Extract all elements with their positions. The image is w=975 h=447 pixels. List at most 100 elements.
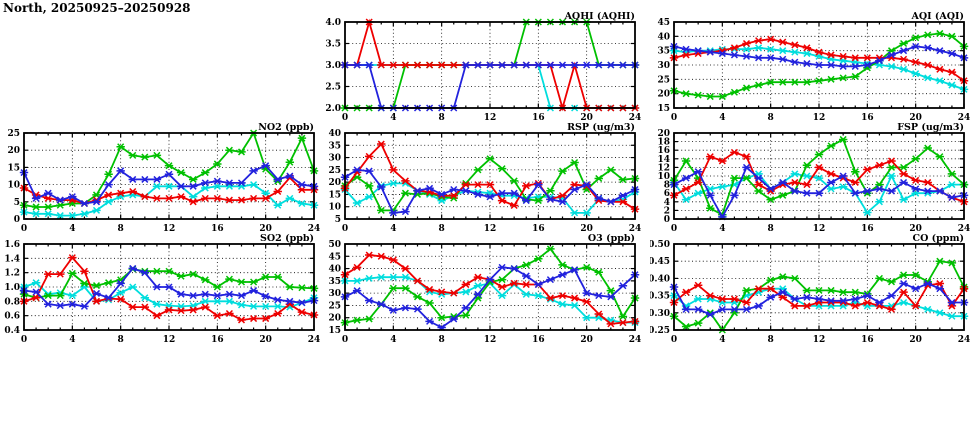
series-red <box>340 251 640 328</box>
y-tick-label: 40 <box>328 265 341 275</box>
x-tick-label: 24 <box>958 335 971 345</box>
gridlines <box>345 133 635 219</box>
x-tick-label: 24 <box>308 224 321 234</box>
x-tick-label: 20 <box>580 335 593 345</box>
axis-labels: 15 20 25 30 35 40 45 50 0 4 8 12 16 20 24 <box>328 240 641 345</box>
y-tick-label: 0.50 <box>650 240 670 250</box>
chart-title: AQI (AQI) <box>911 11 964 22</box>
x-tick-label: 16 <box>861 224 874 234</box>
y-tick-label: 20 <box>328 178 341 188</box>
x-tick-label: 16 <box>532 335 545 345</box>
x-tick-label: 20 <box>909 224 922 234</box>
y-tick-label: 15 <box>7 163 20 173</box>
axis-labels: 0.25 0.30 0.35 0.40 0.45 0.50 0 4 8 12 16 20 24 <box>650 240 970 345</box>
plot-frame <box>23 243 315 331</box>
x-tick-label: 20 <box>909 113 922 123</box>
x-tick-label: 4 <box>390 224 396 234</box>
axis-labels: 0.4 0.6 0.8 1.0 1.2 1.4 1.6 0 4 8 12 16 20 24 <box>4 240 320 345</box>
x-tick-label: 16 <box>211 335 224 345</box>
chart-title: NO2 (ppb) <box>258 122 314 133</box>
chart-so2: 0.4 0.6 0.8 1.0 1.2 1.4 1.6 0 4 8 12 16 20 24 SO2 (ppb… <box>0 232 322 346</box>
series-blue <box>19 264 319 310</box>
series-red <box>669 280 969 313</box>
y-tick-label: 8 <box>664 181 670 191</box>
y-tick-label: 4 <box>664 198 670 208</box>
series-blue <box>669 280 969 319</box>
series-red-markers <box>340 251 640 328</box>
y-tick-label: 20 <box>657 90 670 100</box>
gridlines <box>24 133 314 219</box>
x-tick-label: 16 <box>861 113 874 123</box>
y-tick-label: 3.0 <box>325 61 341 71</box>
chart-title: CO (ppm) <box>913 233 964 244</box>
y-tick-label: 0.8 <box>4 297 20 307</box>
y-tick-label: 25 <box>328 166 341 176</box>
y-tick-label: 1.0 <box>4 283 20 293</box>
x-tick-label: 12 <box>813 113 826 123</box>
x-tick-label: 4 <box>390 335 396 345</box>
series-cyan <box>19 279 319 311</box>
axis-labels: 15 20 25 30 35 40 45 0 4 8 12 16 20 24 <box>657 18 970 123</box>
gridlines <box>674 133 964 219</box>
x-tick-label: 4 <box>719 113 725 123</box>
x-tick-label: 12 <box>484 335 497 345</box>
x-tick-label: 0 <box>671 113 677 123</box>
y-tick-label: 10 <box>328 203 341 213</box>
axis-labels: 2.0 2.5 3.0 3.5 4.0 0 4 8 12 16 20 24 <box>325 18 641 123</box>
y-tick-label: 14 <box>657 155 670 165</box>
y-tick-label: 5 <box>335 215 341 225</box>
axis-labels: 5 10 15 20 25 30 35 40 0 4 8 12 16 20 24 <box>328 129 641 234</box>
axis-ticks <box>23 132 315 220</box>
x-tick-label: 8 <box>768 335 774 345</box>
y-tick-label: 35 <box>657 47 670 57</box>
y-tick-label: 0 <box>664 215 670 225</box>
chart-title: SO2 (ppb) <box>260 233 314 244</box>
y-tick-label: 2 <box>664 206 670 216</box>
x-tick-label: 16 <box>532 113 545 123</box>
chart-canvas: 0.4 0.6 0.8 1.0 1.2 1.4 1.6 0 4 8 12 16 20 24 SO2 (ppb… <box>4 233 320 345</box>
plot-frame <box>23 132 315 220</box>
chart-canvas: 15 20 25 30 35 40 45 0 4 8 12 16 20 24 AQI (AQI) <box>657 11 970 123</box>
y-tick-label: 10 <box>7 181 20 191</box>
series-cyan <box>669 44 969 93</box>
x-tick-label: 8 <box>768 224 774 234</box>
y-tick-label: 20 <box>328 314 341 324</box>
series-blue <box>669 163 969 221</box>
y-tick-label: 0 <box>14 215 20 225</box>
x-tick-label: 8 <box>118 335 124 345</box>
chart-fsp: 0 2 4 6 8 10 12 14 16 18 20 0 4 8 12 16 20 24 FSP (ug/m3) <box>650 121 972 235</box>
axis-ticks <box>344 132 636 220</box>
x-tick-label: 0 <box>342 113 348 123</box>
x-tick-label: 12 <box>484 224 497 234</box>
plot-frame <box>673 243 965 331</box>
plot-frame <box>673 132 965 220</box>
chart-title: O3 (ppb) <box>588 233 635 244</box>
y-tick-label: 4.0 <box>325 18 341 28</box>
y-tick-label: 25 <box>657 75 670 85</box>
y-tick-label: 30 <box>328 289 341 299</box>
x-tick-label: 20 <box>909 335 922 345</box>
chart-canvas: 2.0 2.5 3.0 3.5 4.0 0 4 8 12 16 20 24 AQHI (AQHI) <box>325 11 641 123</box>
y-tick-label: 0.25 <box>650 326 670 336</box>
chart-title: RSP (ug/m3) <box>567 122 635 133</box>
x-tick-label: 8 <box>118 224 124 234</box>
x-tick-label: 12 <box>163 335 176 345</box>
x-tick-label: 24 <box>629 224 642 234</box>
x-tick-label: 4 <box>69 335 75 345</box>
y-tick-label: 2.0 <box>325 104 341 114</box>
x-tick-label: 0 <box>21 335 27 345</box>
x-tick-label: 12 <box>163 224 176 234</box>
y-tick-label: 0.40 <box>650 274 670 284</box>
x-tick-label: 0 <box>342 335 348 345</box>
y-tick-label: 30 <box>328 154 341 164</box>
y-tick-label: 25 <box>7 129 20 139</box>
x-tick-label: 24 <box>958 224 971 234</box>
y-tick-label: 50 <box>328 240 341 250</box>
y-tick-label: 25 <box>328 301 341 311</box>
series-green <box>669 135 969 219</box>
x-tick-label: 24 <box>308 335 321 345</box>
y-tick-label: 15 <box>328 190 341 200</box>
chart-aqi: 15 20 25 30 35 40 45 0 4 8 12 16 20 24 AQI (AQI) <box>650 10 972 124</box>
